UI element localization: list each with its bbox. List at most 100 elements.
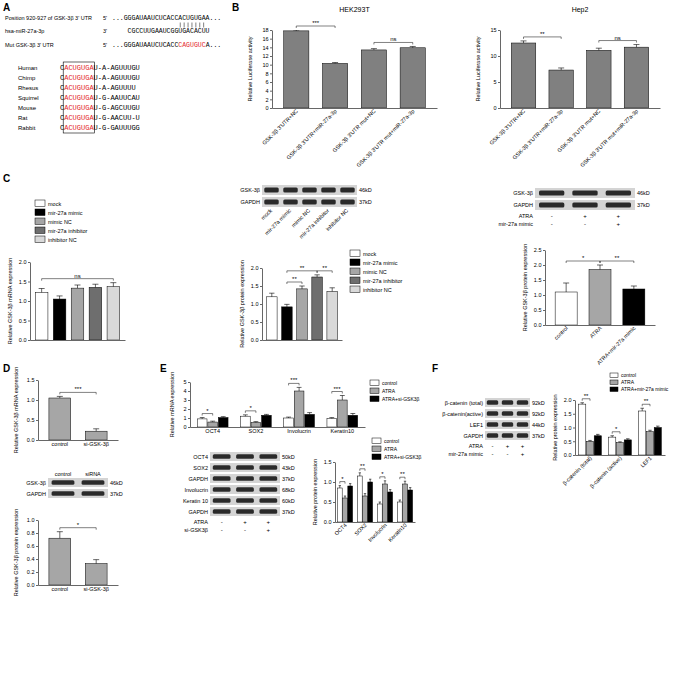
y-tick: 16 [262, 36, 272, 42]
bar [361, 50, 386, 108]
sequence-segment: ...GGGAUAAUCUCACCACUGUGAA... [112, 15, 221, 22]
x-tick-label: SOX2 [249, 428, 264, 434]
y-tick-mark [270, 47, 272, 48]
blot-band [264, 200, 278, 205]
y-axis-title: Relative GSK-3β mRNA expression [13, 367, 19, 454]
error-bar [384, 481, 386, 484]
y-tick-label: 1.0 [534, 292, 542, 298]
blot-band [213, 498, 231, 503]
x-tick: OCT4 [333, 522, 348, 537]
significance-bracket [380, 477, 385, 479]
bar [549, 70, 573, 108]
error-bar [297, 387, 302, 391]
error-bar [379, 502, 381, 504]
alignment-text: CACUGUGAU-A-AGUUUU [60, 84, 136, 92]
blot-strip [210, 496, 280, 505]
y-tick: 0.0 [564, 452, 575, 458]
legend-label: control [384, 438, 399, 444]
x-axis: β-catenin (total)β-catenin (active)LEF1 [561, 455, 665, 489]
legend-label: mimic NC [48, 219, 72, 225]
y-tick-mark [333, 482, 335, 483]
blot-kd: 68kD [282, 487, 295, 493]
error-bar [243, 415, 248, 416]
error-bar [399, 500, 401, 502]
y-tick-mark [270, 99, 272, 100]
x-tick: β-catenin (active) [589, 455, 623, 489]
error-bar [221, 416, 226, 418]
blot-kd: 92kD [532, 400, 545, 406]
x-tick: Keratin10 [331, 427, 355, 434]
figure-canvas: ABCDEFPosition 920-927 of GSK-3β 3' UTR5… [0, 0, 675, 698]
x-axis-line [263, 340, 343, 341]
x-tick: Keratin10 [387, 522, 408, 543]
blot-kd: 37kD [282, 509, 295, 515]
y-tick-label: 0.5 [27, 417, 35, 423]
y-tick: 0.5 [19, 318, 30, 324]
y-tick: 15 [490, 27, 500, 33]
y-tick: 1.0 [27, 517, 38, 523]
y-tick: 3 [183, 397, 190, 403]
significance-label: * [615, 426, 618, 432]
species-label: Chimp [18, 75, 36, 81]
legend-swatch [350, 286, 360, 293]
significance-bracket [60, 528, 96, 530]
blot-strip [48, 489, 108, 498]
panel-letter: A [3, 2, 10, 13]
alignment-text: CACUGUGAU-G-AACUU-U [60, 114, 140, 122]
y-tick: 0.0 [27, 437, 38, 443]
error-bar [344, 496, 346, 498]
bar [262, 415, 272, 427]
error-bar [626, 439, 630, 440]
y-tick-mark [260, 268, 262, 269]
y-tick: 1.0 [251, 301, 262, 307]
western-blot: OCT450kDSOX243kDGAPDH37kDInvolucrin68kDK… [183, 452, 295, 533]
blot-kd: 37kD [532, 433, 545, 439]
blot-band [213, 476, 231, 481]
significance-label: * [582, 255, 585, 261]
x-tick: si-GSK-3β [83, 585, 108, 592]
bar [297, 289, 308, 340]
y-axis: 0.00.51.01.52.0 [19, 259, 31, 343]
legend-label: inhibitor NC [363, 287, 392, 293]
y-tick-label: 6 [265, 79, 268, 85]
alignment-suffix: U-G-AAUUCAU [94, 94, 140, 102]
blot-band [487, 422, 498, 427]
legend: mockmir-27a mimicmimic NCmir-27a inhibit… [350, 250, 403, 293]
alignment-text: CACUGUGAU-G-AGCUUGU [60, 104, 140, 112]
blot-band [82, 480, 105, 485]
lane-label: siRNA [85, 471, 101, 477]
sequence-text: ...GGGAUAAUCUCACCACUGUGAA... [112, 15, 221, 22]
y-tick: 0.5 [27, 417, 38, 423]
error-bar [618, 441, 622, 443]
bar [85, 564, 107, 585]
bar [294, 391, 304, 427]
y-axis: 0.00.20.40.60.81.0 [27, 517, 39, 588]
x-tick-label: SOX2 [353, 522, 368, 537]
x-tick: SOX2 [353, 522, 368, 537]
y-tick-label: 0 [183, 424, 186, 430]
y-tick-mark [498, 108, 500, 109]
x-axis [263, 340, 343, 341]
y-tick-label: 16 [262, 36, 268, 42]
plot-area [337, 473, 412, 522]
y-axis-title: Relative GSK-3β protein expression [239, 260, 245, 348]
error-bar [253, 421, 258, 423]
condition-sign: + [521, 451, 525, 457]
blot-kd: 46kD [637, 190, 650, 196]
error-bar [93, 429, 99, 431]
x-tick-label: ATRA+mir-27a mimic [596, 325, 637, 366]
condition-label: mir-27a mimic [498, 221, 533, 227]
blot-kd: 37kD [359, 199, 372, 205]
y-tick: 0.0 [27, 582, 38, 588]
error-bar [596, 48, 602, 50]
x-tick-label: GSK-3β 3'UTR+miR-27a-3p [285, 108, 338, 161]
y-tick-mark [543, 280, 545, 281]
alignment-suffix: U-G-GAUUUGG [94, 124, 140, 132]
legend-label: mock [48, 201, 61, 207]
bar [305, 414, 315, 427]
y-tick: 1.5 [324, 459, 335, 465]
y-tick-label: 18 [262, 27, 268, 33]
western-blot: β-catenin (total)92kDβ-catenin(active)92… [442, 398, 545, 457]
species-label: Human [18, 65, 37, 71]
y-tick-mark [498, 56, 500, 57]
